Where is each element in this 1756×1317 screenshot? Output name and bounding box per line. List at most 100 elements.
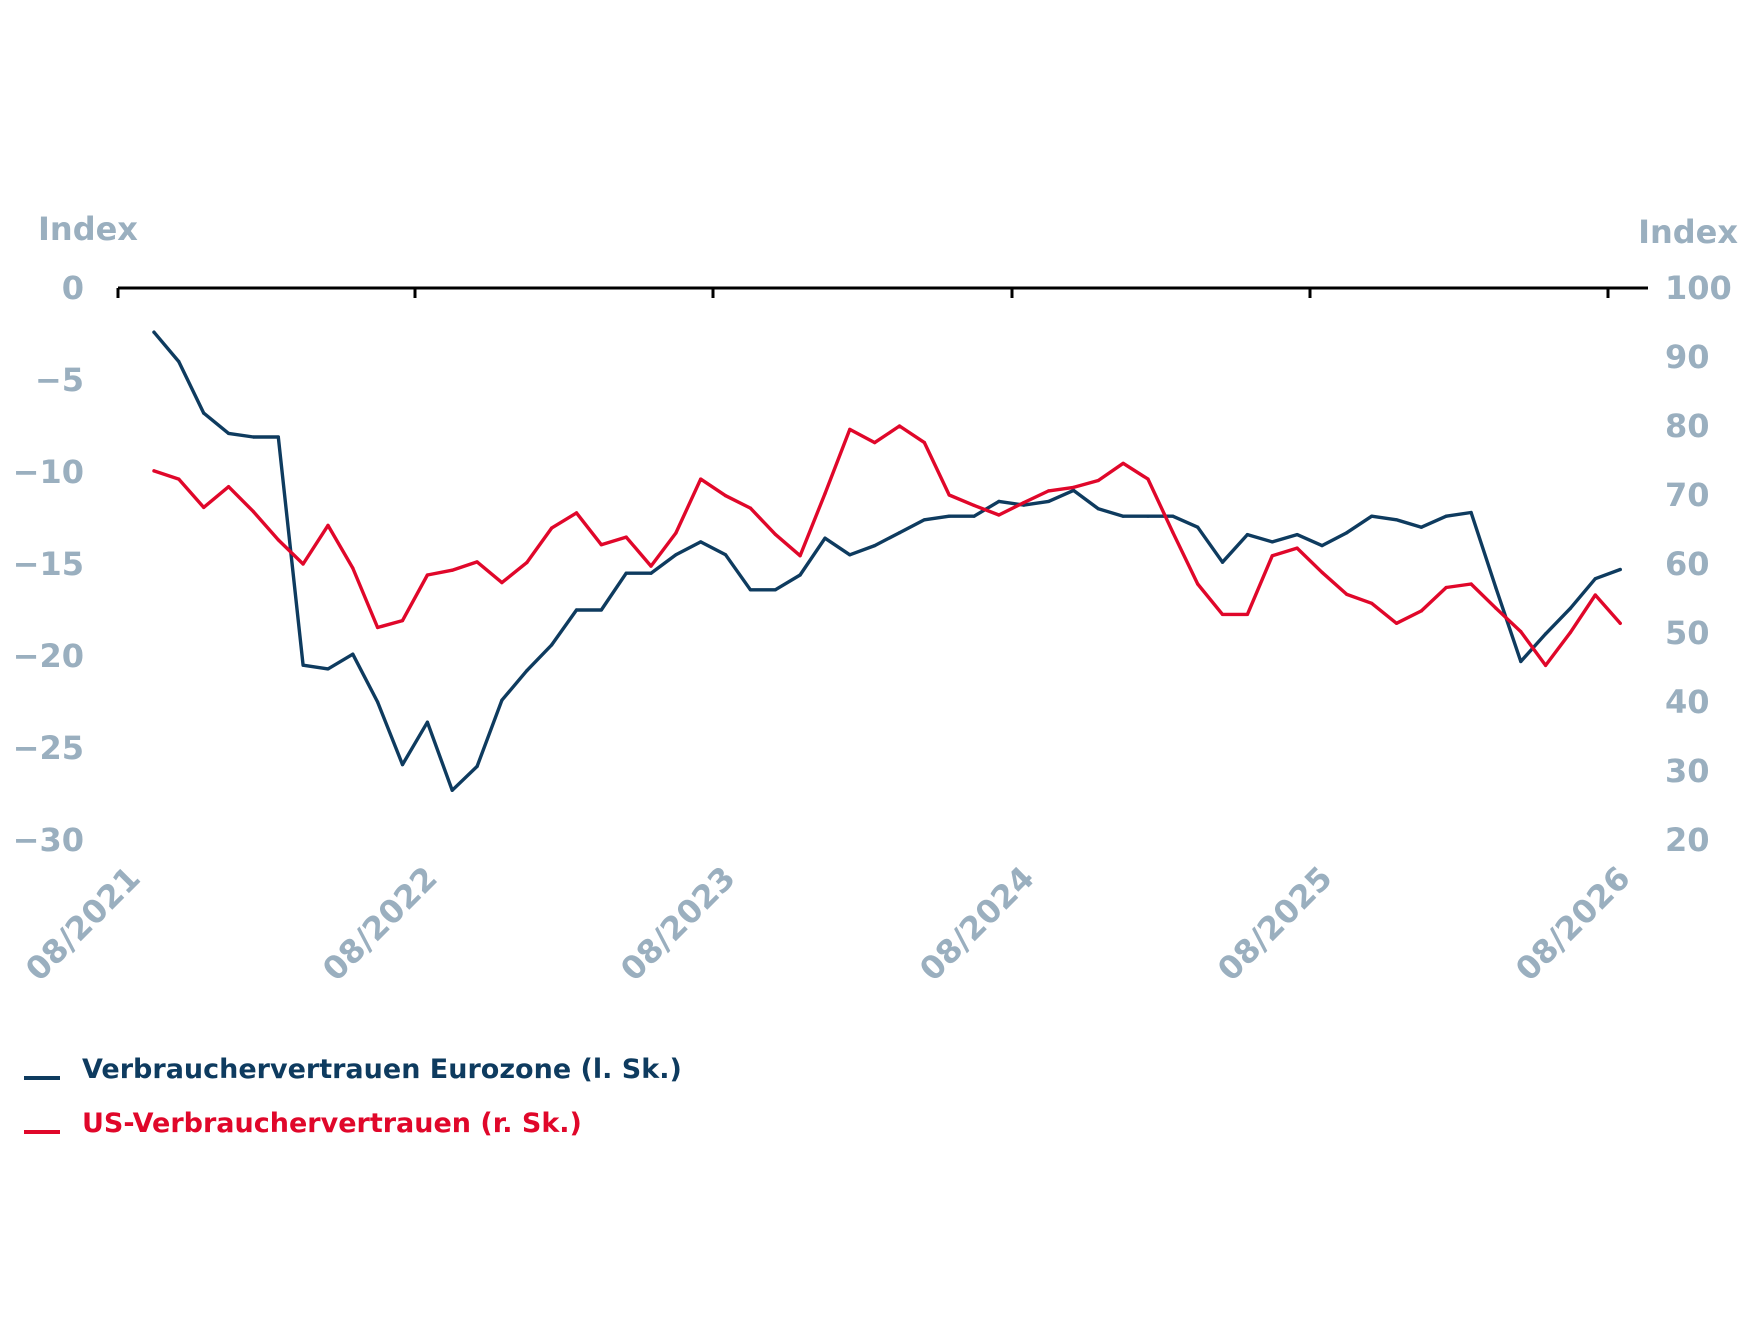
data-point: [1469, 582, 1473, 586]
data-point: [897, 424, 902, 428]
data-point: [699, 540, 703, 544]
data-point: [1494, 606, 1498, 610]
data-point: [574, 608, 579, 612]
series-points: [152, 424, 1622, 668]
right-tick-label: 30: [1665, 752, 1710, 790]
data-point: [649, 564, 653, 568]
data-point: [351, 652, 355, 656]
data-point: [1320, 544, 1324, 548]
left-tick-label: −15: [13, 545, 84, 583]
data-point: [599, 608, 603, 612]
data-point: [1544, 663, 1548, 668]
data-point: [1345, 592, 1349, 597]
data-point: [1146, 514, 1150, 518]
data-point: [947, 493, 951, 497]
data-point: [475, 560, 479, 564]
data-point: [649, 571, 653, 575]
data-point: [202, 505, 206, 509]
data-point: [376, 700, 380, 704]
x-tick-label: 08/2024: [912, 859, 1042, 989]
data-point: [1618, 567, 1622, 572]
data-point: [748, 506, 753, 510]
x-tick-label: 08/2026: [1508, 859, 1638, 989]
data-point: [227, 431, 231, 435]
data-point: [823, 492, 827, 496]
legend-item-us: US-Verbrauchervertrauen (r. Sk.): [24, 1108, 582, 1139]
data-point: [972, 503, 976, 507]
data-point: [1494, 586, 1498, 590]
data-point: [1544, 632, 1548, 636]
data-point: [798, 554, 802, 558]
data-point: [1320, 570, 1324, 574]
data-point: [1171, 514, 1175, 518]
left-tick-label: −10: [13, 453, 84, 491]
data-point: [674, 553, 678, 557]
data-point: [1146, 477, 1150, 481]
x-tick-label: 08/2022: [315, 859, 445, 989]
data-point: [450, 788, 454, 792]
data-point: [326, 523, 330, 528]
data-point: [227, 485, 231, 489]
data-point: [1419, 609, 1423, 613]
data-point: [1519, 630, 1523, 634]
left-tick-label: −20: [13, 637, 84, 675]
data-point: [177, 360, 181, 364]
data-point: [1270, 540, 1274, 544]
data-point: [425, 720, 429, 724]
data-point: [301, 663, 305, 667]
right-axis-ticks: 100 90 80 70 60 50 40 30 20: [1665, 269, 1732, 859]
left-tick-label: −5: [35, 361, 84, 399]
data-point: [301, 562, 305, 566]
right-axis-title: Index: [1638, 213, 1738, 251]
data-point: [823, 536, 827, 540]
data-point: [400, 763, 405, 767]
series-layer: [152, 330, 1622, 792]
data-point: [1370, 601, 1374, 605]
data-point: [400, 619, 405, 623]
data-point: [525, 561, 529, 565]
data-point: [1370, 514, 1374, 518]
data-point: [1171, 530, 1175, 534]
data-point: [624, 571, 628, 575]
series-points: [152, 330, 1622, 792]
data-point: [425, 573, 429, 577]
data-point: [922, 441, 927, 445]
data-point: [251, 435, 255, 439]
data-point: [873, 441, 877, 445]
data-point: [1444, 585, 1448, 590]
data-point: [1096, 478, 1100, 483]
data-point: [1121, 514, 1125, 518]
data-point: [748, 588, 753, 592]
right-tick-label: 20: [1665, 821, 1710, 859]
data-point: [848, 427, 852, 431]
data-point: [873, 544, 877, 548]
data-point: [1444, 514, 1448, 518]
x-tick-label: 08/2025: [1210, 859, 1340, 989]
right-tick-label: 80: [1665, 407, 1710, 445]
data-point: [1071, 488, 1076, 492]
data-point: [972, 514, 976, 518]
data-point: [1618, 621, 1622, 625]
series-line-us: [152, 424, 1622, 668]
data-point: [202, 411, 206, 415]
x-axis-ticks: 08/2021 08/2022 08/2023 08/2024 08/2025 08/20…: [18, 288, 1638, 988]
data-point: [1519, 659, 1523, 664]
data-point: [848, 553, 852, 557]
data-point: [624, 535, 628, 539]
data-point: [475, 764, 479, 769]
data-point: [550, 526, 554, 530]
data-point: [351, 566, 355, 570]
data-point: [1022, 501, 1026, 505]
data-point: [599, 543, 603, 547]
data-point: [1096, 507, 1100, 511]
data-point: [1394, 621, 1399, 625]
legend-swatch-us: [24, 1129, 60, 1134]
right-tick-label: 70: [1665, 476, 1710, 514]
data-point: [947, 514, 951, 518]
right-tick-label: 100: [1665, 269, 1732, 307]
data-point: [1469, 510, 1473, 515]
data-point: [376, 625, 380, 630]
data-point: [276, 435, 280, 439]
data-point: [1345, 531, 1349, 535]
data-point: [1593, 593, 1597, 597]
